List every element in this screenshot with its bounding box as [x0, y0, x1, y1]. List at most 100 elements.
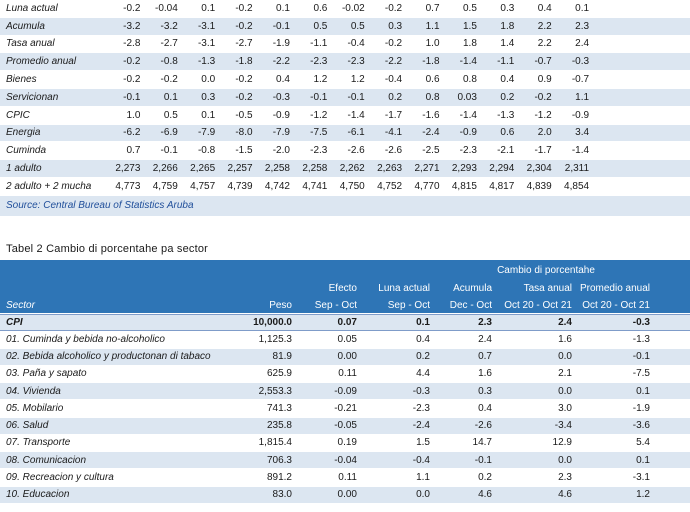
table-cell: 0.07	[337, 317, 357, 329]
table-cell: 4,739	[227, 180, 253, 192]
table-cell: -1.4	[459, 109, 477, 121]
table-cell: 0.0	[201, 74, 216, 86]
table-cell: -0.2	[235, 74, 253, 86]
table-row: 10. Educacion 83.0 0.00 0.0 4.6 4.6 1.2	[0, 486, 690, 504]
row-label: CPIC	[6, 109, 30, 121]
table-cell: 0.4	[276, 74, 290, 86]
header-efecto-period: Sep - Oct	[314, 299, 357, 311]
table-cell: -6.1	[347, 127, 365, 139]
table-cell: -2.6	[347, 145, 365, 157]
table-cell: -7.9	[197, 127, 216, 139]
table-row: CPIC 1.0 0.5 0.1 -0.5 -0.9 -1.2 -1.4 -1.7 -1.6 -1.…	[0, 107, 690, 125]
header-row-1: Efecto Luna actual Acumula Tasa anual Pr…	[0, 280, 690, 297]
table-cell: 2,294	[489, 163, 515, 175]
table-cell: -2.4	[412, 420, 430, 432]
table-cell: -2.3	[412, 402, 430, 414]
table-cell: -0.2	[123, 74, 141, 86]
table-cell: -0.8	[197, 145, 216, 157]
table-cell: -2.6	[474, 420, 492, 432]
table-cell: -0.2	[384, 38, 403, 50]
table-cell: 0.00	[337, 351, 357, 363]
table-row: Acumula -3.2 -3.2 -3.1 -0.2 -0.1 0.5 0.5 0.3 1.1 1…	[0, 17, 690, 36]
row-label: 09. Recreacion y cultura	[6, 471, 114, 483]
table-cell: 0.7	[478, 351, 492, 363]
table-cell: -1.6	[422, 109, 440, 121]
table-cell: 0.03	[457, 91, 477, 103]
table-cell: 1,815.4	[258, 437, 292, 449]
table-cell: -0.7	[534, 56, 552, 68]
table-cell: 0.8	[463, 74, 477, 86]
table-cell: -2.3	[310, 145, 328, 157]
table-cell: 4.6	[558, 489, 572, 501]
table-cell: -1.2	[534, 109, 552, 121]
table-2-header: Cambio di porcentahe Efecto Luna actual …	[0, 260, 690, 314]
header-peso: Peso	[269, 299, 292, 311]
table-cell: 0.0	[558, 351, 572, 363]
table-cell: 0.7	[126, 145, 141, 157]
table-cell: -7.5	[632, 368, 650, 380]
table-cell: 0.1	[163, 91, 178, 103]
table-row: 08. Comunicacion 706.3 -0.04 -0.4 -0.1 0.0 0.1	[0, 452, 690, 470]
table-cell: 1.8	[500, 20, 515, 32]
table-cell: 4,839	[526, 180, 552, 192]
table-cell: -0.1	[160, 145, 178, 157]
table-row: 1 adulto 2,273 2,266 2,265 2,257 2,258 2,258 2,…	[0, 160, 690, 178]
table-cell: -0.3	[272, 91, 290, 103]
table-row: 01. Cuminda y bebida no-alcoholico 1,125.…	[0, 331, 690, 349]
table-cell: -2.2	[272, 56, 290, 68]
table-cell: 0.2	[478, 471, 492, 483]
table-cell: 4,752	[377, 180, 403, 192]
table-cell: 0.11	[338, 471, 357, 483]
table-cell: 0.0	[416, 489, 430, 501]
table-cell: -0.1	[347, 91, 365, 103]
table-cell: -0.8	[160, 56, 178, 68]
row-label: CPI	[6, 317, 23, 329]
row-label: Luna actual	[6, 2, 58, 14]
table-row: Servicionan -0.1 0.1 0.3 -0.2 -0.3 -0.1 -0.1 0.2…	[0, 88, 690, 107]
table-1-body: Luna actual -0.2 -0.04 0.1 -0.2 0.1 0.6 -0.02 -0…	[0, 0, 690, 196]
table-cell: 4,742	[264, 180, 290, 192]
table-cell: -0.09	[334, 385, 357, 397]
table-cell: -1.8	[235, 56, 253, 68]
table-cell: 0.1	[636, 454, 650, 466]
table-cell: 0.19	[337, 437, 357, 449]
table-cell: -7.5	[310, 127, 328, 139]
table-cell: -1.3	[497, 109, 515, 121]
table-cell: 1.2	[350, 74, 365, 86]
table-row: 05. Mobilario 741.3 -0.21 -2.3 0.4 3.0 -1.9	[0, 400, 690, 418]
table-cell: 0.1	[276, 2, 290, 14]
table-cell: -1.4	[347, 109, 365, 121]
table-cell: -0.2	[123, 56, 141, 68]
table-cell: 2,304	[526, 163, 552, 175]
table-cell: -3.2	[123, 20, 141, 32]
table-cell: 2,311	[564, 163, 590, 175]
table-cell: 2,273	[115, 163, 141, 175]
table-cell: -1.4	[459, 56, 477, 68]
table-cell: -3.2	[160, 20, 178, 32]
row-label: 06. Salud	[6, 420, 49, 432]
table-cell: 0.1	[201, 2, 216, 14]
table-cell: 2,265	[190, 163, 216, 175]
table-cell: 625.9	[266, 368, 292, 380]
table-cell: 0.4	[500, 74, 515, 86]
table-cell: 0.0	[558, 454, 572, 466]
row-label: Acumula	[6, 20, 45, 32]
header-sector: Sector	[6, 299, 35, 311]
table-cell: -0.4	[384, 74, 403, 86]
row-label: Cuminda	[6, 145, 47, 157]
table-cell: 0.4	[478, 402, 492, 414]
table-cell: -0.1	[474, 454, 492, 466]
table-cell: 1.4	[500, 38, 515, 50]
table-cell: 2.2	[537, 38, 552, 50]
table-cell: -3.1	[632, 471, 650, 483]
table-row: Luna actual -0.2 -0.04 0.1 -0.2 0.1 0.6 -0.02 -0…	[0, 0, 690, 18]
table-cell: 2,258	[264, 163, 290, 175]
table-cell: 1.0	[126, 109, 141, 121]
header-row-group: Cambio di porcentahe	[0, 260, 690, 280]
table-2-title: Tabel 2 Cambio di porcentahe pa sector	[6, 243, 209, 255]
table-cell: 0.0	[558, 385, 572, 397]
header-acumula-period: Dec - Oct	[449, 299, 492, 311]
table-cell: 0.1	[636, 385, 650, 397]
table-cell: 4,741	[302, 180, 328, 192]
table-cell: -0.7	[571, 74, 590, 86]
